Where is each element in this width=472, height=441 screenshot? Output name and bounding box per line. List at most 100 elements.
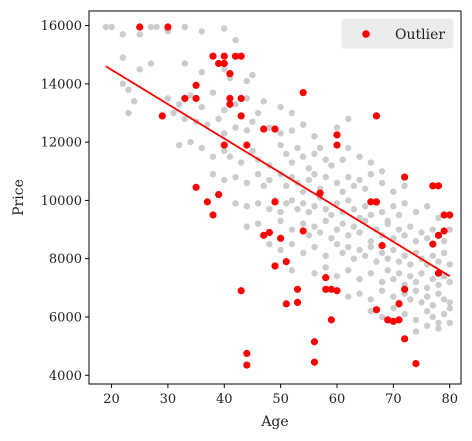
inlier-point — [435, 281, 442, 289]
inlier-point — [367, 159, 375, 166]
outlier-point — [401, 285, 409, 293]
inlier-point — [333, 179, 341, 187]
inlier-point — [311, 223, 318, 230]
inlier-point — [446, 319, 453, 327]
inlier-point — [440, 238, 448, 245]
outlier-point — [237, 94, 245, 103]
plot-frame — [88, 10, 462, 385]
inlier-point — [322, 156, 329, 163]
inlier-point — [412, 208, 420, 216]
x-tick-label: 20 — [103, 392, 120, 407]
inlier-point — [277, 130, 284, 137]
inlier-point — [305, 176, 313, 184]
outlier-point — [203, 198, 211, 206]
inlier-point — [446, 305, 453, 312]
inlier-point — [108, 23, 115, 31]
inlier-point — [384, 267, 391, 274]
outlier-point — [282, 258, 290, 266]
y-tick-label: 12000 — [41, 136, 82, 151]
outlier-point — [226, 94, 234, 103]
inlier-point — [288, 127, 296, 134]
outlier-point — [401, 173, 409, 181]
outlier-point — [333, 131, 341, 139]
outlier-point — [372, 112, 381, 120]
inlier-point — [198, 103, 205, 111]
inlier-point — [339, 249, 346, 257]
inlier-point — [350, 182, 358, 190]
inlier-point — [147, 60, 155, 67]
inlier-point — [423, 307, 431, 315]
inlier-point — [243, 127, 251, 134]
outlier-point — [136, 23, 144, 31]
inlier-point — [333, 240, 341, 248]
inlier-point — [356, 153, 363, 160]
inlier-point — [345, 243, 352, 251]
inlier-point — [384, 255, 391, 262]
inlier-point — [125, 86, 132, 93]
outlier-point — [192, 81, 200, 89]
inlier-point — [299, 188, 307, 195]
inlier-point — [147, 23, 155, 31]
inlier-point — [395, 258, 403, 265]
inlier-point — [423, 322, 431, 329]
y-tick-label: 14000 — [41, 77, 82, 92]
inlier-point — [440, 310, 448, 318]
outlier-point — [192, 94, 200, 103]
inlier-point — [333, 226, 341, 233]
inlier-point — [339, 188, 346, 195]
outlier-point — [293, 285, 302, 293]
inlier-point — [125, 109, 132, 117]
inlier-point — [311, 133, 318, 140]
x-axis-ticks: 20 30 40 50 60 70 80 — [103, 384, 458, 407]
inlier-point — [361, 217, 369, 225]
inlier-point — [423, 293, 431, 300]
inlier-point — [412, 238, 420, 245]
inlier-point — [367, 307, 375, 315]
inlier-point — [209, 89, 217, 96]
outlier-point — [243, 141, 251, 149]
inlier-point — [232, 101, 239, 108]
inlier-point — [266, 240, 273, 248]
x-tick-label: 40 — [216, 392, 233, 407]
inlier-point — [328, 162, 335, 169]
inlier-point — [429, 226, 437, 233]
inlier-point — [288, 109, 296, 117]
inlier-point — [350, 255, 358, 262]
outlier-point — [271, 198, 279, 206]
inlier-point — [277, 246, 284, 254]
inlier-point — [390, 203, 397, 210]
inlier-point — [435, 290, 442, 297]
y-tick-label: 8000 — [49, 252, 82, 267]
inlier-point — [345, 173, 352, 181]
outlier-point — [412, 360, 420, 368]
inlier-point — [254, 200, 262, 207]
inlier-point — [322, 252, 329, 259]
outlier-point — [322, 274, 330, 282]
inlier-point — [345, 144, 352, 152]
inlier-point — [361, 203, 369, 210]
outlier-point — [181, 94, 189, 103]
inlier-point — [288, 240, 296, 248]
inlier-point — [333, 124, 341, 131]
inlier-point — [333, 200, 341, 207]
outlier-point — [265, 228, 273, 237]
inlier-point — [356, 229, 363, 236]
inlier-point — [288, 159, 296, 166]
inlier-point — [119, 54, 127, 61]
inlier-point — [339, 220, 346, 227]
inlier-point — [311, 150, 318, 157]
inlier-point — [294, 144, 301, 152]
inlier-point — [435, 258, 442, 265]
inlier-point — [311, 170, 318, 178]
inlier-point — [407, 272, 414, 280]
outlier-point — [220, 59, 228, 68]
outlier-point — [220, 141, 228, 149]
outlier-point — [237, 287, 245, 295]
inlier-point — [429, 313, 437, 321]
inlier-point — [407, 261, 414, 268]
inlier-point — [130, 98, 138, 105]
inlier-point — [350, 223, 358, 230]
inlier-point — [356, 275, 363, 283]
inlier-point — [328, 211, 335, 219]
